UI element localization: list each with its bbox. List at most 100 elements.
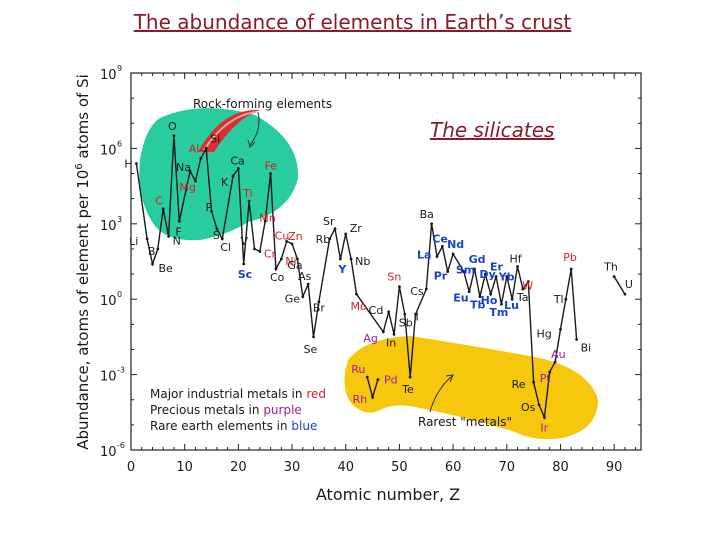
y-tick-exponent: 0 — [117, 290, 122, 299]
point-ni — [279, 257, 283, 261]
point-ag — [381, 330, 385, 334]
point-zn — [290, 242, 294, 246]
point-te — [408, 375, 412, 379]
point-gd — [473, 267, 476, 271]
point-ho — [489, 292, 493, 296]
x-tick-label: 10 — [176, 460, 193, 475]
point-na — [188, 169, 192, 173]
point-be — [151, 262, 154, 266]
point-sn — [398, 285, 401, 289]
point-eu — [467, 290, 471, 294]
point-pd — [376, 378, 380, 382]
point-tb — [478, 295, 482, 299]
label-tm: Tm — [489, 306, 508, 319]
point-hf — [516, 265, 519, 268]
point-nb — [349, 257, 353, 261]
point-er — [494, 275, 498, 278]
point-si — [204, 147, 208, 150]
point-os — [537, 403, 541, 407]
x-tick-label: 80 — [552, 460, 569, 475]
point-i — [414, 312, 417, 316]
label-ag: Ag — [363, 332, 378, 345]
label-mo: Mo — [350, 300, 366, 313]
y-tick-exponent: -6 — [117, 441, 125, 450]
point-tm — [500, 302, 503, 306]
y-tick-label: 10 — [100, 445, 117, 460]
data-series — [134, 134, 627, 420]
x-tick-label: 20 — [230, 460, 247, 475]
label-k: K — [221, 176, 229, 189]
silicates-label: The silicates — [430, 118, 555, 142]
y-tick-exponent: 3 — [117, 215, 122, 224]
y-axis-label: Abundance, atoms of element per 106 atom… — [74, 74, 92, 450]
label-li: Li — [129, 235, 138, 248]
label-pr: Pr — [434, 270, 448, 283]
label-b: B — [148, 245, 156, 258]
label-pb: Pb — [563, 251, 577, 264]
rarest-metals-annotation: Rarest "metals" — [418, 415, 512, 429]
y-tick-label: 10 — [100, 143, 117, 158]
label-sr: Sr — [323, 215, 335, 228]
label-fe: Fe — [265, 160, 278, 173]
label-yb: Yb — [498, 271, 515, 284]
point-br — [317, 300, 321, 304]
label-hf: Hf — [510, 253, 523, 266]
legend-rare-earth: Rare earth elements in blue — [150, 419, 317, 433]
label-ni: Ni — [285, 255, 296, 268]
rarest-metals-annotation-arrow — [429, 375, 453, 413]
legend-precious: Precious metals in purple — [150, 403, 302, 417]
label-rb: Rb — [316, 233, 331, 246]
rarest-metals-arrowhead — [445, 374, 454, 383]
point-y — [338, 257, 342, 261]
point-sb — [403, 312, 407, 316]
label-c: C — [155, 195, 163, 208]
point-sr — [333, 227, 337, 231]
label-ge: Ge — [285, 293, 301, 306]
label-sm: Sm — [456, 264, 475, 277]
label-al: Al — [189, 142, 200, 155]
point-u — [623, 292, 627, 296]
label-re: Re — [512, 378, 526, 391]
point-re — [532, 380, 536, 384]
x-tick-label: 60 — [445, 460, 462, 475]
point-yb — [505, 275, 509, 278]
label-mg: Mg — [179, 181, 195, 194]
x-tick-label: 70 — [499, 460, 516, 475]
label-ir: Ir — [540, 421, 548, 434]
label-nb: Nb — [355, 255, 370, 268]
point-co — [274, 267, 278, 271]
label-os: Os — [521, 401, 536, 414]
plot-frame — [130, 72, 642, 451]
point-in — [392, 332, 396, 336]
label-ho: Ho — [481, 294, 498, 307]
point-bi — [575, 338, 578, 341]
label-eu: Eu — [453, 292, 468, 305]
label-in: In — [386, 336, 396, 349]
point-se — [312, 335, 315, 339]
label-br: Br — [313, 302, 326, 315]
label-ca: Ca — [230, 155, 244, 168]
point-fe — [269, 172, 272, 175]
point-sc — [242, 262, 246, 266]
label-ta: Ta — [516, 291, 529, 304]
slide-title: The abundance of elements in Earth’s cru… — [133, 10, 572, 34]
label-mn: Mn — [259, 211, 275, 224]
label-as: As — [298, 270, 312, 283]
label-cs: Cs — [410, 285, 424, 298]
label-na: Na — [176, 161, 191, 174]
element-labels: H Li BeB C N O F Na Mg Al Si P SCl KCa Sc Ti V Cr Mn Fe CoNi… — [124, 120, 633, 434]
point-mn — [263, 219, 267, 223]
label-v: V — [240, 235, 248, 248]
label-cu: Cu — [275, 229, 290, 242]
label-pt: Pt — [540, 372, 552, 385]
label-ga: Ga — [287, 259, 302, 272]
legend-industrial: Major industrial metals in red — [150, 387, 326, 401]
point-b — [156, 247, 160, 251]
label-au: Au — [551, 348, 566, 361]
axis-ticks — [130, 72, 641, 451]
label-gd: Gd — [469, 253, 486, 266]
label-la: La — [417, 248, 431, 261]
point-ga — [296, 257, 299, 261]
rock-forming-swoosh — [198, 109, 260, 152]
rock-forming-annotation-arrow — [249, 111, 260, 146]
